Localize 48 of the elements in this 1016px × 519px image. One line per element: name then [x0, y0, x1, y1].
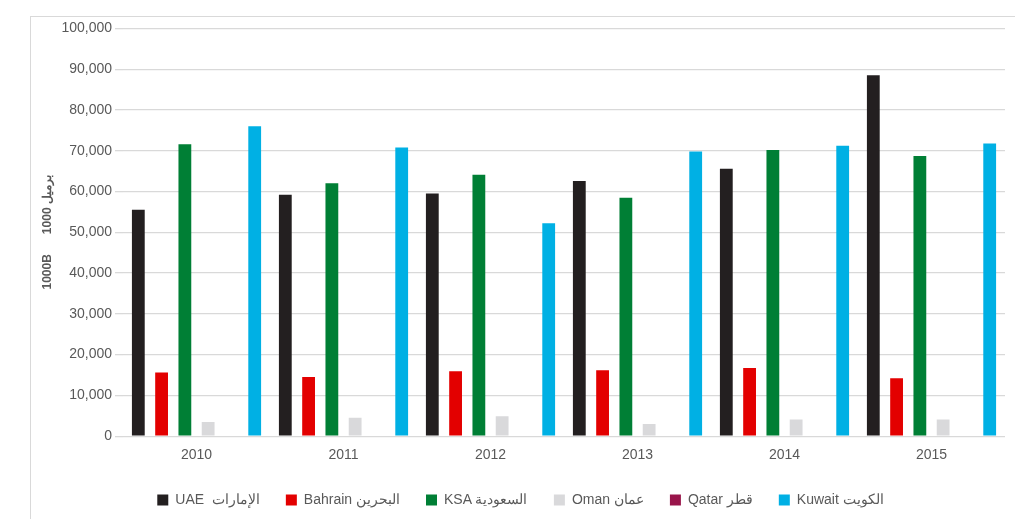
bar	[542, 223, 556, 436]
legend-label: Oman عمان	[571, 490, 644, 507]
y-tick-label: 60,000	[69, 182, 113, 199]
bar	[866, 75, 880, 436]
x-tick-label: 2012	[474, 446, 507, 463]
x-tick-label: 2015	[915, 446, 948, 463]
bar	[155, 372, 168, 436]
legend-label: KSA السعودية	[443, 490, 528, 508]
bar	[449, 371, 462, 436]
x-tick-label: 2013	[621, 446, 654, 463]
x-tick-label: 2010	[180, 446, 213, 463]
legend-label: UAE الإمارات	[175, 490, 260, 508]
bar	[913, 156, 927, 436]
bar	[619, 197, 633, 436]
bar	[836, 145, 850, 436]
legend-label: Qatar قطر	[687, 490, 753, 508]
bar	[472, 174, 486, 436]
bar	[689, 151, 703, 436]
bar	[248, 126, 262, 436]
bar	[178, 144, 192, 436]
bar	[131, 209, 145, 436]
y-tick-label: 50,000	[69, 223, 113, 240]
y-tick-label: 70,000	[69, 141, 113, 158]
bar	[890, 378, 903, 436]
legend-label: Kuwait الكويت	[796, 490, 884, 508]
bar	[983, 143, 997, 436]
bar	[766, 149, 780, 436]
y-tick-label: 80,000	[69, 100, 113, 117]
bar	[278, 194, 292, 436]
x-tick-label: 2011	[328, 446, 359, 463]
x-tick-label: 2014	[768, 446, 801, 463]
bar	[719, 168, 733, 436]
legend-label: Bahrain البحرين	[303, 490, 400, 508]
y-tick-label: 20,000	[69, 345, 113, 362]
bar	[425, 193, 439, 436]
bar	[596, 370, 609, 436]
bar	[395, 147, 409, 436]
y-tick-label: 100,000	[61, 19, 113, 36]
y-tick-label: 40,000	[69, 263, 113, 280]
y-tick-label: 30,000	[69, 304, 113, 321]
bar	[572, 180, 586, 436]
bar	[743, 368, 756, 436]
y-tick-label: 10,000	[69, 386, 113, 403]
bar	[302, 377, 315, 436]
y-axis-title: 1000B 1000 برميل	[39, 175, 55, 290]
y-tick-label: 90,000	[69, 60, 113, 77]
y-tick-label: 0	[104, 427, 113, 444]
bar	[325, 183, 339, 436]
